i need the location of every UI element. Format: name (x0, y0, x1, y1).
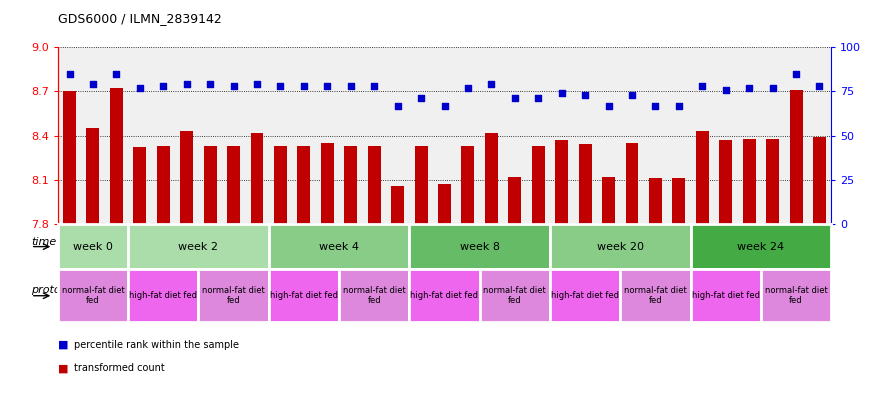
Text: ■: ■ (58, 340, 68, 350)
Point (695, 83, 709, 89)
Bar (696, 131, 709, 224)
Text: normal-fat diet
fed: normal-fat diet fed (202, 286, 265, 305)
Text: week 8: week 8 (460, 242, 500, 252)
Bar (391, 185, 404, 224)
Text: protocol: protocol (31, 285, 76, 296)
Text: week 4: week 4 (319, 242, 359, 252)
Bar (156, 146, 170, 224)
Text: high-fat diet fed: high-fat diet fed (551, 291, 619, 300)
Bar (649, 178, 662, 224)
Text: transformed count: transformed count (74, 364, 164, 373)
Bar (321, 143, 333, 224)
Bar (204, 146, 217, 224)
Point (273, 83, 287, 89)
Text: normal-fat diet
fed: normal-fat diet fed (484, 286, 546, 305)
Text: normal-fat diet
fed: normal-fat diet fed (624, 286, 687, 305)
Bar (251, 132, 263, 224)
Bar (579, 144, 591, 224)
Text: high-fat diet fed: high-fat diet fed (270, 291, 338, 300)
Point (414, 95, 428, 101)
Bar (602, 177, 615, 224)
Point (62, 70, 76, 77)
Text: week 2: week 2 (179, 242, 219, 252)
Bar (742, 138, 756, 224)
Text: normal-fat diet
fed: normal-fat diet fed (343, 286, 405, 305)
Point (344, 83, 358, 89)
Text: week 24: week 24 (737, 242, 784, 252)
Text: normal-fat diet
fed: normal-fat diet fed (765, 286, 828, 305)
Bar (813, 137, 826, 224)
Point (367, 83, 381, 89)
Bar (485, 132, 498, 224)
Point (203, 81, 217, 87)
Bar (461, 146, 475, 224)
Point (320, 83, 334, 89)
Bar (626, 143, 638, 224)
Point (578, 92, 592, 98)
Text: week 0: week 0 (73, 242, 113, 252)
Bar (227, 146, 240, 224)
Bar (766, 138, 779, 224)
Bar (509, 177, 521, 224)
Point (508, 95, 522, 101)
Point (180, 81, 194, 87)
Text: percentile rank within the sample: percentile rank within the sample (74, 340, 239, 350)
Bar (438, 184, 451, 224)
Bar (344, 146, 357, 224)
Bar (133, 147, 147, 224)
Bar (63, 91, 76, 224)
Text: week 20: week 20 (597, 242, 644, 252)
Point (718, 86, 733, 93)
Bar (719, 140, 733, 224)
Bar (298, 146, 310, 224)
Point (555, 90, 569, 96)
Text: GDS6000 / ILMN_2839142: GDS6000 / ILMN_2839142 (58, 12, 221, 25)
Point (602, 103, 616, 109)
Point (813, 83, 827, 89)
Point (648, 103, 662, 109)
Text: high-fat diet fed: high-fat diet fed (692, 291, 760, 300)
Point (390, 103, 404, 109)
Point (485, 81, 499, 87)
Point (765, 84, 780, 91)
Point (250, 81, 264, 87)
Point (531, 95, 545, 101)
Point (672, 103, 686, 109)
Point (227, 83, 241, 89)
Bar (110, 88, 123, 224)
Text: high-fat diet fed: high-fat diet fed (411, 291, 478, 300)
Bar (414, 146, 428, 224)
Point (437, 103, 452, 109)
Point (156, 83, 171, 89)
Point (297, 83, 311, 89)
Bar (789, 90, 803, 224)
Text: high-fat diet fed: high-fat diet fed (129, 291, 197, 300)
Point (742, 84, 757, 91)
Text: normal-fat diet
fed: normal-fat diet fed (61, 286, 124, 305)
Bar (274, 146, 287, 224)
Text: time: time (31, 237, 56, 247)
Point (461, 84, 475, 91)
Bar (672, 178, 685, 224)
Point (625, 92, 639, 98)
Bar (368, 146, 380, 224)
Bar (556, 140, 568, 224)
Point (789, 70, 803, 77)
Bar (532, 146, 545, 224)
Point (132, 84, 147, 91)
Bar (86, 128, 100, 224)
Text: ■: ■ (58, 364, 68, 373)
Point (109, 70, 124, 77)
Bar (180, 131, 193, 224)
Point (86, 81, 100, 87)
